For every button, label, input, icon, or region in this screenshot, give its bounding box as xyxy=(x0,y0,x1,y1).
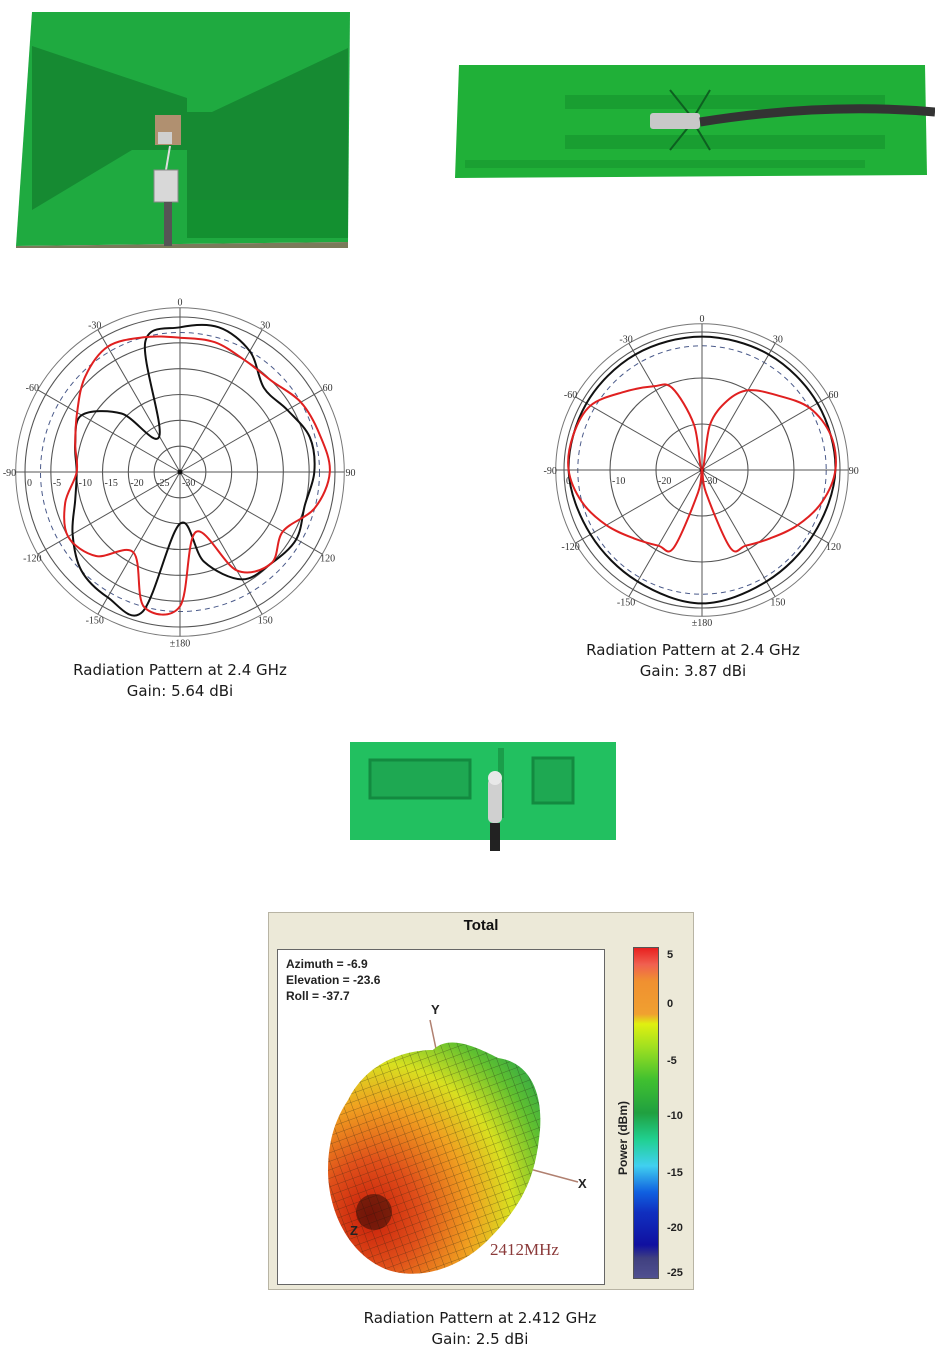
colorbar-tick: -20 xyxy=(667,1222,683,1234)
polar-chart-left: 0 30 60 90 120 150 ±180 -150 -120 -90 -60 -30 0 -5 -10… xyxy=(0,295,360,655)
svg-text:-120: -120 xyxy=(23,553,41,564)
caption-right-gain: Gain: 3.87 dBi xyxy=(639,662,747,680)
svg-text:-60: -60 xyxy=(26,383,39,394)
svg-text:-20: -20 xyxy=(658,476,671,487)
svg-text:±180: ±180 xyxy=(170,639,191,650)
svg-text:-10: -10 xyxy=(612,476,625,487)
caption-left-title: Radiation Pattern at 2.4 GHz xyxy=(73,661,287,679)
series-red xyxy=(63,335,331,616)
caption-left-gain: Gain: 5.64 dBi xyxy=(126,682,234,700)
svg-text:-90: -90 xyxy=(3,468,16,479)
photo-dipole-strip-pcb-antenna xyxy=(455,60,936,180)
svg-text:90: 90 xyxy=(849,466,859,477)
svg-text:150: 150 xyxy=(258,616,273,627)
svg-text:-30: -30 xyxy=(619,335,632,346)
polar-chart-right: 0 30 60 90 120 150 ±180 -150 -120 -90 -60 -30 0 -10 -2… xyxy=(540,314,870,630)
series-red xyxy=(567,383,837,553)
svg-text:-30: -30 xyxy=(88,320,101,331)
plot3d-panel: Total Azimuth = -6.9 Elevation = -23.6 R… xyxy=(268,912,694,1290)
series-black xyxy=(71,323,316,617)
svg-text:0: 0 xyxy=(178,298,183,309)
svg-text:-150: -150 xyxy=(86,616,104,627)
svg-text:-90: -90 xyxy=(544,466,557,477)
caption-bottom-title: Radiation Pattern at 2.412 GHz xyxy=(363,1309,597,1327)
svg-text:-25: -25 xyxy=(156,478,169,489)
caption-right-title: Radiation Pattern at 2.4 GHz xyxy=(586,641,800,659)
svg-text:±180: ±180 xyxy=(692,618,713,629)
svg-text:60: 60 xyxy=(323,383,333,394)
svg-text:-30: -30 xyxy=(704,476,717,487)
svg-text:0: 0 xyxy=(566,476,571,487)
axis-x-label: X xyxy=(578,1176,587,1191)
svg-text:-150: -150 xyxy=(617,597,635,608)
series-black xyxy=(567,335,837,605)
svg-text:0: 0 xyxy=(700,315,705,325)
colorbar-tick: -10 xyxy=(667,1110,683,1122)
svg-text:-30: -30 xyxy=(182,478,195,489)
radiation-lobe-3d: Y X Z xyxy=(328,1002,587,1274)
svg-text:60: 60 xyxy=(828,390,838,401)
colorbar-tick: 0 xyxy=(667,998,674,1010)
colorbar-tick: -5 xyxy=(667,1055,677,1067)
svg-text:120: 120 xyxy=(826,542,841,553)
colorbar-axis-label: Power (dBm) xyxy=(616,1100,630,1175)
svg-text:-60: -60 xyxy=(564,390,577,401)
caption-bottom-gain: Gain: 2.5 dBi xyxy=(431,1330,529,1348)
svg-text:-120: -120 xyxy=(561,542,579,553)
svg-text:150: 150 xyxy=(770,597,785,608)
caption-left: Radiation Pattern at 2.4 GHz Gain: 5.64 … xyxy=(30,660,330,702)
svg-text:0: 0 xyxy=(27,478,32,489)
axis-y-label: Y xyxy=(431,1002,440,1017)
plot3d-title: Total xyxy=(463,917,499,934)
colorbar-tick: -25 xyxy=(667,1267,683,1279)
svg-text:-10: -10 xyxy=(79,478,92,489)
photo-meander-pcb-antenna xyxy=(348,738,618,856)
svg-text:-5: -5 xyxy=(53,478,61,489)
caption-right: Radiation Pattern at 2.4 GHz Gain: 3.87 … xyxy=(543,640,843,682)
caption-bottom: Radiation Pattern at 2.412 GHz Gain: 2.5… xyxy=(330,1308,630,1350)
view-params: Azimuth = -6.9 Elevation = -23.6 Roll = … xyxy=(286,956,380,1004)
photo-bowtie-pcb-antenna xyxy=(12,10,352,248)
colorbar-tick: -15 xyxy=(667,1167,683,1179)
svg-text:-15: -15 xyxy=(105,478,118,489)
frequency-label: 2412MHz xyxy=(490,1240,559,1259)
colorbar xyxy=(633,947,659,1279)
svg-text:120: 120 xyxy=(320,553,335,564)
svg-text:-20: -20 xyxy=(130,478,143,489)
colorbar-tick: 5 xyxy=(667,949,674,961)
elevation-value: Elevation = -23.6 xyxy=(286,973,381,987)
svg-text:30: 30 xyxy=(773,335,783,346)
roll-value: Roll = -37.7 xyxy=(286,989,350,1003)
axis-z-label: Z xyxy=(350,1223,358,1238)
plot3d-viewport[interactable]: Azimuth = -6.9 Elevation = -23.6 Roll = … xyxy=(277,949,605,1285)
svg-text:90: 90 xyxy=(346,468,356,479)
azimuth-value: Azimuth = -6.9 xyxy=(286,957,368,971)
svg-text:30: 30 xyxy=(260,320,270,331)
